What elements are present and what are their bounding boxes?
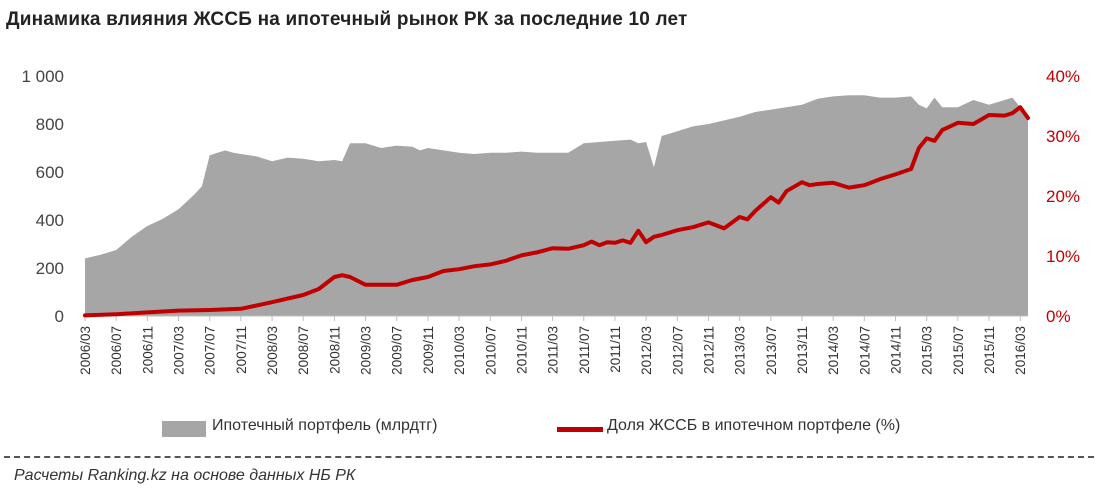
y-left-tick-label: 1 000	[21, 67, 64, 86]
x-tick-label: 2006/03	[78, 326, 93, 375]
x-tick-label: 2008/11	[327, 326, 342, 374]
legend-line-label: Доля ЖССБ в ипотечном портфеле (%)	[607, 417, 901, 434]
x-tick-label: 2008/03	[265, 326, 280, 375]
mortgage-portfolio-area	[85, 95, 1028, 316]
y-right-tick-label: 10%	[1046, 247, 1080, 266]
x-tick-label: 2013/07	[764, 326, 779, 375]
x-tick-label: 2012/11	[701, 326, 716, 374]
legend-line-swatch	[557, 427, 603, 432]
hcsb-share-line	[83, 105, 1030, 318]
x-tick-label: 2015/07	[951, 326, 966, 375]
x-ticks: 2006/03 2006/07 2006/11 2007/03 2007/07 2007/…	[78, 316, 1028, 375]
x-tick-label: 2012/03	[639, 326, 654, 375]
x-tick-label: 2010/11	[514, 326, 529, 374]
x-tick-label: 2009/07	[390, 326, 405, 375]
y-right-tick-label: 40%	[1046, 67, 1080, 86]
x-tick-label: 2007/11	[234, 326, 249, 374]
x-tick-label: 2009/11	[421, 326, 436, 374]
x-tick-label: 2007/07	[203, 326, 218, 375]
y-right-tick-label: 0%	[1046, 307, 1071, 326]
x-tick-label: 2011/11	[608, 326, 623, 373]
x-tick-label: 2014/03	[826, 326, 841, 375]
y-left-tick-label: 200	[36, 259, 64, 278]
y-left-tick-label: 0	[55, 307, 64, 326]
y-left-ticks: 0 200 400 600 800 1 000	[21, 67, 64, 326]
y-left-tick-label: 600	[36, 163, 64, 182]
x-tick-label: 2013/11	[795, 326, 810, 374]
x-tick-label: 2012/07	[670, 326, 685, 375]
x-tick-label: 2010/03	[452, 326, 467, 375]
y-right-tick-label: 30%	[1046, 127, 1080, 146]
x-tick-label: 2007/03	[172, 326, 187, 375]
x-tick-label: 2008/07	[296, 326, 311, 375]
y-right-ticks: 0% 10% 20% 30% 40%	[1046, 67, 1080, 326]
x-tick-label: 2010/07	[483, 326, 498, 375]
x-tick-label: 2006/07	[109, 326, 124, 375]
x-tick-label: 2013/03	[733, 326, 748, 375]
chart-title: Динамика влияния ЖССБ на ипотечный рынок…	[6, 9, 688, 30]
chart: 0 200 400 600 800 1 000 0% 10% 20% 30% 40% 2006/0…	[21, 67, 1080, 375]
x-tick-label: 2016/03	[1013, 326, 1028, 375]
x-tick-label: 2009/03	[359, 326, 374, 375]
x-tick-label: 2015/11	[982, 326, 997, 374]
y-left-tick-label: 400	[36, 211, 64, 230]
x-tick-label: 2011/03	[546, 326, 561, 374]
x-tick-label: 2006/11	[140, 326, 155, 374]
x-tick-label: 2014/07	[857, 326, 872, 375]
x-tick-label: 2014/11	[889, 326, 904, 374]
divider	[4, 456, 1094, 458]
x-tick-label: 2015/03	[920, 326, 935, 375]
y-left-tick-label: 800	[36, 115, 64, 134]
source-note: Расчеты Ranking.kz на основе данных НБ Р…	[14, 467, 356, 484]
y-right-tick-label: 20%	[1046, 187, 1080, 206]
legend-area-swatch	[162, 421, 206, 437]
x-tick-label: 2011/07	[577, 326, 592, 374]
legend-area-label: Ипотечный портфель (млрдтг)	[212, 417, 438, 434]
